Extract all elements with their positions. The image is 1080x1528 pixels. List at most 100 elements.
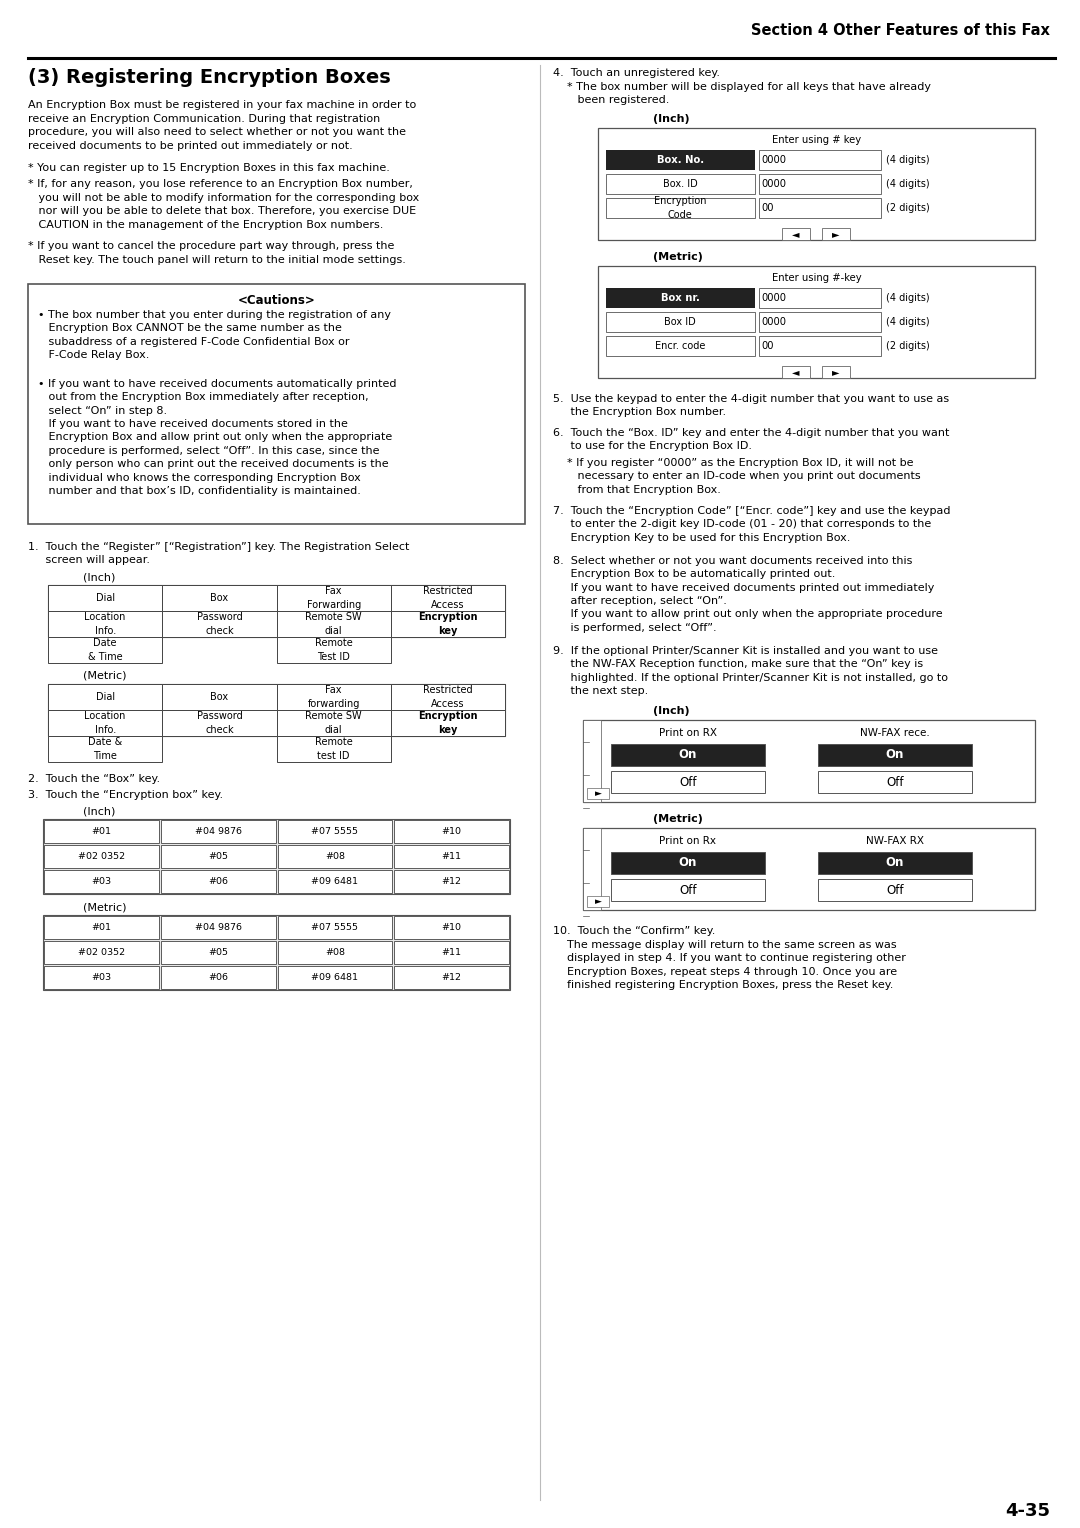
Bar <box>48 711 162 736</box>
Text: #07 5555: #07 5555 <box>311 923 359 932</box>
Text: Encr. code: Encr. code <box>656 341 705 351</box>
Text: #09 6481: #09 6481 <box>311 973 359 983</box>
Text: Restricted
Access: Restricted Access <box>423 587 473 610</box>
Text: Remote SW
dial: Remote SW dial <box>306 613 362 636</box>
Bar <box>598 266 1035 377</box>
Text: (Metric): (Metric) <box>83 671 126 681</box>
Bar <box>606 174 755 194</box>
Text: Print on RX: Print on RX <box>659 727 717 738</box>
Bar <box>28 284 525 524</box>
Text: 0000: 0000 <box>761 293 786 303</box>
Bar <box>48 685 505 736</box>
Bar <box>276 711 391 736</box>
Text: (Metric): (Metric) <box>653 814 703 824</box>
Text: #01: #01 <box>92 827 111 836</box>
Text: 0000: 0000 <box>761 179 786 189</box>
Bar <box>606 287 755 309</box>
Bar <box>276 685 391 711</box>
Bar <box>606 150 755 170</box>
Text: Off: Off <box>886 883 904 897</box>
Text: #08: #08 <box>325 947 345 957</box>
Bar <box>394 915 509 940</box>
Text: Section 4 Other Features of this Fax: Section 4 Other Features of this Fax <box>751 23 1050 38</box>
Bar <box>818 744 972 766</box>
Bar <box>822 367 850 377</box>
Text: Fax
forwarding: Fax forwarding <box>308 686 360 709</box>
Text: Encryption
key: Encryption key <box>418 613 477 636</box>
Bar <box>44 869 159 892</box>
Text: Box. ID: Box. ID <box>663 179 698 189</box>
Bar <box>391 611 505 637</box>
Text: Dial: Dial <box>95 692 114 701</box>
Bar <box>611 744 765 766</box>
Text: Enter using # key: Enter using # key <box>772 134 861 145</box>
Bar <box>606 312 755 332</box>
Bar <box>583 828 600 911</box>
Text: 0000: 0000 <box>761 154 786 165</box>
Bar <box>394 845 509 868</box>
Bar <box>44 915 159 940</box>
Text: #09 6481: #09 6481 <box>311 877 359 886</box>
Text: Location
Info.: Location Info. <box>84 712 125 735</box>
Text: Print on Rx: Print on Rx <box>659 836 716 847</box>
Text: #12: #12 <box>442 973 461 983</box>
Bar <box>162 711 276 736</box>
Text: #07 5555: #07 5555 <box>311 827 359 836</box>
Bar <box>394 869 509 892</box>
Bar <box>48 637 162 663</box>
Bar <box>278 915 392 940</box>
Bar <box>162 611 276 637</box>
Text: #10: #10 <box>442 827 461 836</box>
Bar <box>606 336 755 356</box>
Text: Off: Off <box>886 776 904 788</box>
Bar <box>611 853 765 874</box>
Text: (4 digits): (4 digits) <box>886 179 930 189</box>
Text: (3) Registering Encryption Boxes: (3) Registering Encryption Boxes <box>28 69 391 87</box>
Bar <box>44 966 159 989</box>
Bar <box>606 199 755 219</box>
Bar <box>758 336 881 356</box>
Text: (2 digits): (2 digits) <box>886 341 930 351</box>
Bar <box>44 941 159 964</box>
Bar <box>44 845 159 868</box>
Text: Off: Off <box>679 776 697 788</box>
Bar <box>758 150 881 170</box>
Bar <box>278 869 392 892</box>
Bar <box>162 585 276 611</box>
Bar <box>161 966 275 989</box>
Text: #05: #05 <box>208 947 228 957</box>
Text: <Cautions>: <Cautions> <box>238 293 315 307</box>
Bar <box>598 128 1035 240</box>
Text: ►: ► <box>595 897 602 906</box>
Text: Box: Box <box>211 692 229 701</box>
Text: #04 9876: #04 9876 <box>194 923 242 932</box>
Text: ►: ► <box>832 229 839 238</box>
Text: 7.  Touch the “Encryption Code” [“Encr. code”] key and use the keypad
     to en: 7. Touch the “Encryption Code” [“Encr. c… <box>553 506 950 542</box>
Text: ◄: ◄ <box>792 367 799 377</box>
Bar <box>161 915 275 940</box>
Bar <box>276 637 391 663</box>
Text: Off: Off <box>679 883 697 897</box>
Text: #06: #06 <box>208 877 228 886</box>
Bar <box>161 869 275 892</box>
Text: (Inch): (Inch) <box>653 706 690 717</box>
Bar <box>276 585 391 611</box>
Text: * If you register “0000” as the Encryption Box ID, it will not be
   necessary t: * If you register “0000” as the Encrypti… <box>567 458 920 495</box>
Bar <box>43 819 510 894</box>
Bar <box>583 720 1035 802</box>
Text: Password
check: Password check <box>197 712 242 735</box>
Text: Box nr.: Box nr. <box>661 293 700 303</box>
Bar <box>394 821 509 843</box>
Text: * If, for any reason, you lose reference to an Encryption Box number,
   you wil: * If, for any reason, you lose reference… <box>28 179 419 229</box>
Text: 00: 00 <box>761 341 774 351</box>
Text: (2 digits): (2 digits) <box>886 203 930 212</box>
Text: 5.  Use the keypad to enter the 4-digit number that you want to use as
     the : 5. Use the keypad to enter the 4-digit n… <box>553 394 949 417</box>
Text: 2.  Touch the “Box” key.: 2. Touch the “Box” key. <box>28 775 160 784</box>
Bar <box>48 585 162 611</box>
Bar <box>588 788 609 799</box>
Text: Encryption
Code: Encryption Code <box>654 197 706 220</box>
Text: 9.  If the optional Printer/Scanner Kit is installed and you want to use
     th: 9. If the optional Printer/Scanner Kit i… <box>553 646 948 697</box>
Bar <box>583 828 1035 911</box>
Text: 3.  Touch the “Encryption box” key.: 3. Touch the “Encryption box” key. <box>28 790 224 801</box>
Text: Location
Info.: Location Info. <box>84 613 125 636</box>
